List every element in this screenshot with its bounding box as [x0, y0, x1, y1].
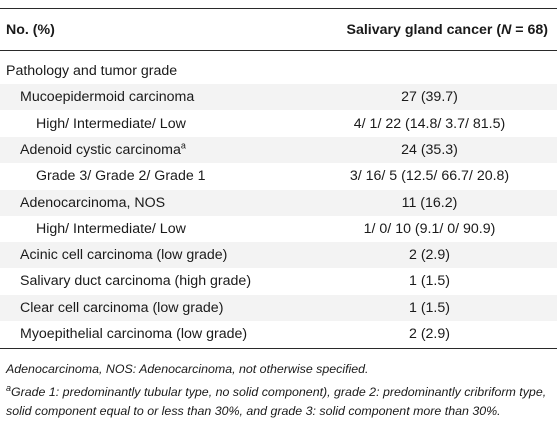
row-value: 11 (16.2): [401, 194, 458, 211]
row-label-text: Grade 3/ Grade 2/ Grade 1: [36, 168, 206, 185]
row-label-text: Pathology and tumor grade: [6, 63, 178, 79]
row-label: High/ Intermediate/ Low: [36, 216, 186, 242]
row-label: Adenocarcinoma, NOS: [20, 190, 165, 216]
row-label-text: Salivary duct carcinoma (high grade): [20, 273, 252, 290]
row-label-text: Adenoid cystic carcinoma: [20, 141, 181, 158]
table-row: Salivary duct carcinoma (high grade) 1 (1…: [0, 268, 557, 294]
table-footnotes: Adenocarcinoma, NOS: Adenocarcinoma, not…: [6, 360, 551, 421]
row-value: 3/ 16/ 5 (12.5/ 66.7/ 20.8): [349, 168, 510, 185]
row-value: 1 (1.5): [408, 273, 450, 290]
footnote-marker: a: [180, 140, 186, 151]
header-col-value-suffix: = 68): [511, 22, 548, 38]
row-label: High/ Intermediate/ Low: [36, 111, 186, 137]
table-row: Mucoepidermoid carcinoma 27 (39.7): [0, 84, 557, 111]
header-col-value: Salivary gland cancer (N = 68): [347, 17, 549, 43]
table-row: High/ Intermediate/ Low 1/ 0/ 10 (9.1/ 0/…: [0, 216, 557, 242]
header-col-label: No. (%): [6, 22, 55, 38]
row-label: Clear cell carcinoma (low grade): [20, 295, 223, 321]
row-value: 27 (39.7): [401, 89, 458, 106]
row-value: 2 (2.9): [408, 326, 450, 342]
table-row: Grade 3/ Grade 2/ Grade 1 3/ 16/ 5 (12.5/…: [0, 163, 557, 189]
row-value: 24 (35.3): [401, 141, 458, 158]
row-label-text: Clear cell carcinoma (low grade): [20, 299, 224, 316]
table-row: Acinic cell carcinoma (low grade) 2 (2.9): [0, 242, 557, 269]
table-header: No. (%) Salivary gland cancer (N = 68): [0, 17, 557, 43]
row-label-text: Acinic cell carcinoma (low grade): [20, 247, 228, 264]
row-label: Myoepithelial carcinoma (low grade): [20, 321, 247, 347]
footnote-nos: Adenocarcinoma, NOS: Adenocarcinoma, not…: [6, 362, 369, 376]
row-label-text: Myoepithelial carcinoma (low grade): [20, 326, 248, 342]
bottom-rule: [0, 348, 557, 349]
row-value: 1 (1.5): [408, 299, 450, 316]
header-col-value-prefix: Salivary gland cancer (: [346, 22, 502, 38]
row-label: Adenoid cystic carcinomaa: [20, 137, 186, 163]
header-col-value-n: N: [501, 22, 512, 38]
row-value: 4/ 1/ 22 (14.8/ 3.7/ 81.5): [353, 115, 506, 132]
row-value: 1/ 0/ 10 (9.1/ 0/ 90.9): [363, 220, 496, 237]
row-label: Pathology and tumor grade: [6, 58, 177, 84]
row-label-text: High/ Intermediate/ Low: [36, 115, 186, 132]
row-value: 2 (2.9): [408, 247, 450, 264]
header-rule: [0, 50, 557, 51]
footnote-grade-text: Grade 1: predominantly tubular type, no …: [6, 385, 547, 418]
row-label-text: Adenocarcinoma, NOS: [20, 194, 166, 211]
table-row: Adenoid cystic carcinomaa 24 (35.3): [0, 136, 557, 163]
row-label: Acinic cell carcinoma (low grade): [20, 242, 227, 268]
table-row: High/ Intermediate/ Low 4/ 1/ 22 (14.8/ 3…: [0, 111, 557, 137]
top-rule: [0, 8, 557, 9]
table-row: Pathology and tumor grade: [0, 58, 557, 84]
row-label-text: High/ Intermediate/ Low: [36, 220, 186, 237]
table-row: Adenocarcinoma, NOS 11 (16.2): [0, 189, 557, 216]
row-label: Mucoepidermoid carcinoma: [20, 84, 194, 110]
row-label: Salivary duct carcinoma (high grade): [20, 268, 251, 294]
row-label: Grade 3/ Grade 2/ Grade 1: [36, 163, 206, 189]
table-row: Myoepithelial carcinoma (low grade) 2 (2.…: [0, 321, 557, 347]
footnote-grade-marker: a: [6, 382, 12, 393]
table-row: Clear cell carcinoma (low grade) 1 (1.5): [0, 294, 557, 321]
footnote-grade: aGrade 1: predominantly tubular type, no…: [6, 383, 551, 421]
row-label-text: Mucoepidermoid carcinoma: [20, 89, 195, 106]
